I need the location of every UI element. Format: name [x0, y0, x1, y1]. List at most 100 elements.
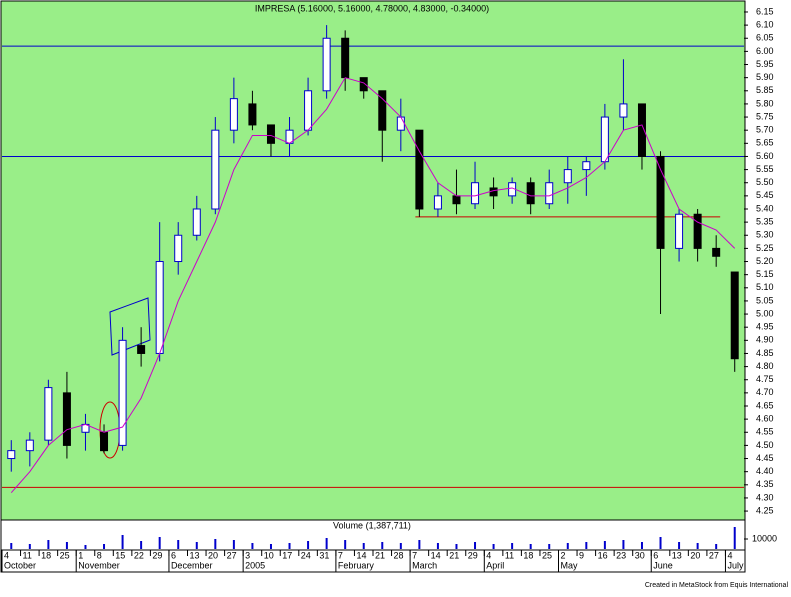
- y-tick-label: 5.70: [756, 125, 774, 135]
- y-tick-label: 4.85: [756, 348, 774, 358]
- x-tick-label: 14: [431, 550, 441, 560]
- candle-body: [211, 129, 220, 210]
- candle-body: [637, 103, 646, 157]
- x-tick-label: 16: [598, 550, 608, 560]
- candle-body: [396, 116, 405, 131]
- candle-body: [304, 90, 313, 131]
- x-tick-label: 9: [579, 550, 584, 560]
- month-label: October: [4, 560, 36, 570]
- candle-body: [452, 195, 461, 205]
- y-tick-label: 6.00: [756, 46, 774, 56]
- x-tick-label: 25: [542, 550, 552, 560]
- candle-body: [415, 129, 424, 210]
- month-label: February: [338, 560, 375, 570]
- chart-title: IMPRESA (5.16000, 5.16000, 4.78000, 4.83…: [255, 3, 489, 13]
- y-tick-label: 5.65: [756, 138, 774, 148]
- x-tick-label: 29: [468, 550, 478, 560]
- x-tick-label: 11: [505, 550, 514, 560]
- candle-body: [155, 261, 164, 354]
- y-tick-label: 5.45: [756, 190, 774, 200]
- x-tick-label: 24: [301, 550, 311, 560]
- y-tick-label: 4.80: [756, 361, 774, 371]
- candle-body: [341, 37, 350, 79]
- x-tick-label: 2: [561, 550, 566, 560]
- x-tick-label: 18: [523, 550, 533, 560]
- x-tick-label: 27: [709, 550, 719, 560]
- y-tick-label: 4.50: [756, 440, 774, 450]
- y-tick-label: 5.00: [756, 308, 774, 318]
- moving-average: [10, 77, 736, 494]
- y-tick-label: 4.55: [756, 427, 774, 437]
- x-tick-label: 3: [245, 550, 250, 560]
- footer: Created in MetaStock from Equis Internat…: [645, 582, 789, 589]
- price-panel: [0, 0, 746, 521]
- candle-body: [471, 182, 480, 205]
- x-tick-label: 22: [134, 550, 144, 560]
- candle-body: [619, 103, 628, 118]
- candle-body: [489, 187, 498, 197]
- x-tick-label: 7: [338, 550, 343, 560]
- candle-body: [25, 439, 34, 452]
- annotation-channel: [109, 297, 151, 356]
- y-tick-label: 4.70: [756, 387, 774, 397]
- y-tick-label: 5.10: [756, 282, 774, 292]
- y-tick-label: 5.15: [756, 269, 774, 279]
- volume-tick-label: 10000: [752, 533, 777, 543]
- x-tick-label: 18: [41, 550, 51, 560]
- x-tick-label: 8: [97, 550, 102, 560]
- y-tick-label: 5.60: [756, 151, 774, 161]
- x-tick-label: 29: [152, 550, 162, 560]
- y-tick-label: 5.20: [756, 256, 774, 266]
- candle-body: [229, 98, 238, 131]
- candle-body: [712, 247, 721, 257]
- x-tick-label: 27: [227, 550, 237, 560]
- candle-body: [322, 37, 331, 92]
- month-label: May: [561, 560, 579, 570]
- candle-body: [730, 271, 739, 360]
- x-tick-label: 23: [616, 550, 626, 560]
- candle-body: [582, 161, 591, 171]
- y-tick-label: 5.75: [756, 111, 774, 121]
- candle-body: [100, 431, 109, 452]
- x-tick-label: 1: [78, 550, 83, 560]
- y-tick-label: 4.35: [756, 479, 774, 489]
- x-tick-label: 6: [653, 550, 658, 560]
- x-tick-label: 28: [394, 550, 404, 560]
- volume-title: Volume (1,387,711): [333, 520, 411, 530]
- candle-body: [545, 182, 554, 205]
- y-tick-label: 5.30: [756, 230, 774, 240]
- x-tick-label: 21: [375, 550, 385, 560]
- x-tick-label: 4: [486, 550, 491, 560]
- y-tick-label: 6.15: [756, 6, 774, 16]
- y-tick-label: 5.85: [756, 85, 774, 95]
- x-tick-label: 4: [727, 550, 732, 560]
- month-label: March: [412, 560, 437, 570]
- month-label: 2005: [245, 560, 265, 570]
- y-tick-label: 5.80: [756, 98, 774, 108]
- candle-body: [118, 339, 127, 446]
- y-tick-label: 5.40: [756, 203, 774, 213]
- candle-body: [248, 103, 257, 126]
- candle-body: [359, 77, 368, 92]
- y-tick-label: 4.75: [756, 374, 774, 384]
- y-tick-label: 5.55: [756, 164, 774, 174]
- x-tick-label: 21: [449, 550, 459, 560]
- month-label: July: [727, 560, 744, 570]
- y-tick-label: 4.45: [756, 453, 774, 463]
- x-tick-label: 17: [282, 550, 292, 560]
- x-tick-label: 20: [690, 550, 700, 560]
- candle-body: [62, 392, 71, 446]
- x-tick-label: 14: [356, 550, 366, 560]
- volume-panel: [0, 519, 746, 551]
- month-label: April: [486, 560, 504, 570]
- y-tick-label: 4.60: [756, 414, 774, 424]
- y-tick-label: 4.90: [756, 335, 774, 345]
- x-tick-label: 10: [264, 550, 274, 560]
- y-tick-label: 4.40: [756, 466, 774, 476]
- candle-body: [693, 213, 702, 249]
- x-tick-label: 20: [208, 550, 218, 560]
- x-tick-label: 30: [635, 550, 645, 560]
- candle-body: [44, 387, 53, 441]
- y-tick-label: 5.50: [756, 177, 774, 187]
